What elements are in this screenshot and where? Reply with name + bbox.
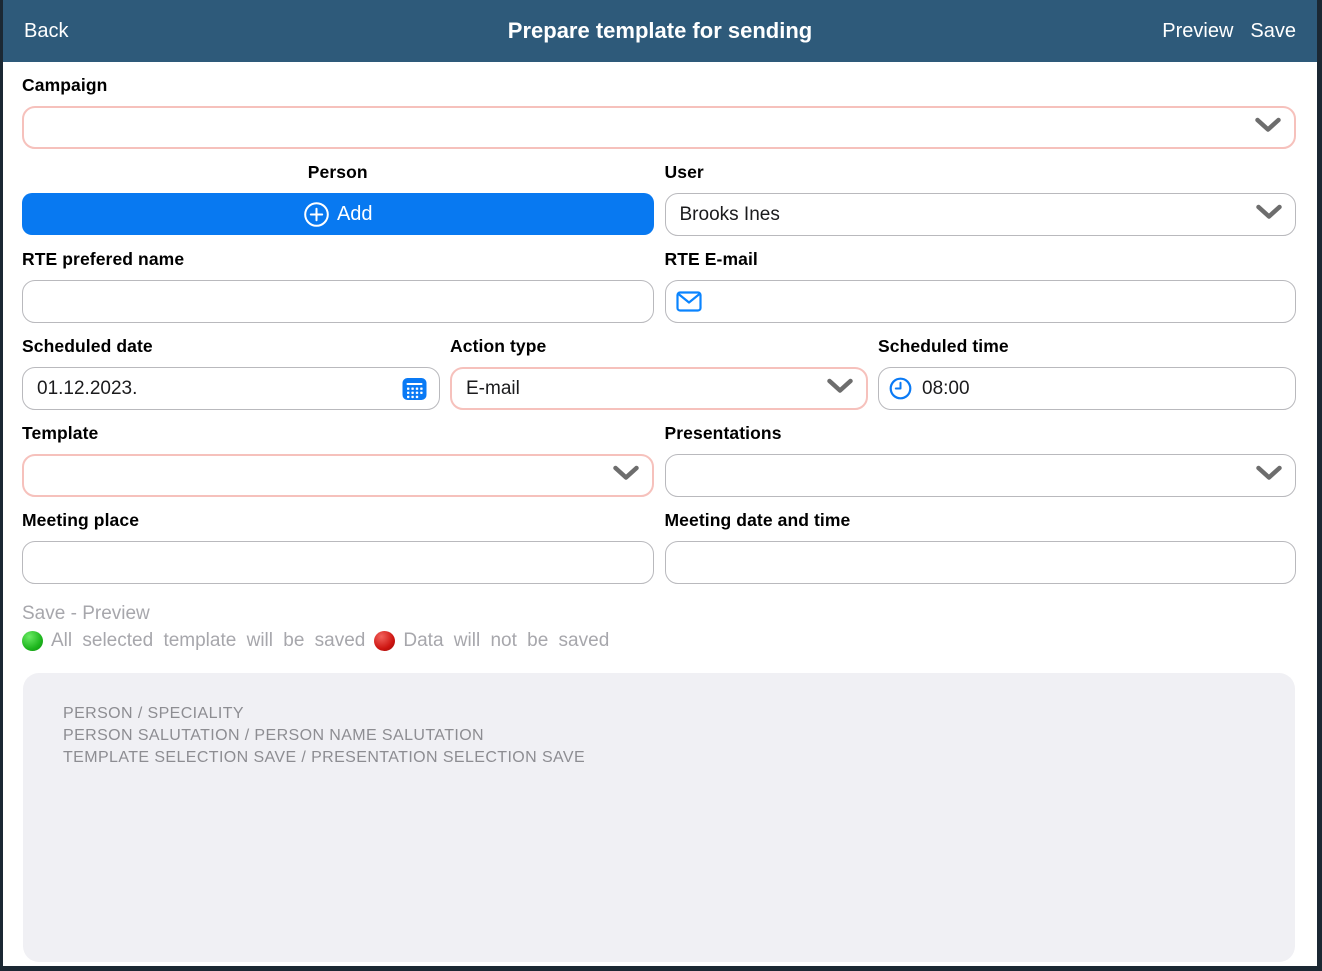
scheduled-date-input[interactable]: 01.12.2023. [22, 367, 440, 410]
chevron-down-icon [1254, 116, 1282, 140]
chevron-down-icon [1255, 203, 1283, 227]
person-label: Person [307, 162, 368, 182]
clock-icon [889, 377, 912, 400]
action-type-label: Action type [450, 336, 547, 356]
envelope-icon [675, 291, 702, 312]
save-legend: All selected template will be saved Data… [22, 630, 1296, 652]
scheduled-time-column: Scheduled time 08:00 [878, 323, 1296, 410]
presentations-column: Presentations [664, 410, 1296, 497]
save-preview-note: Save - Preview [22, 603, 150, 624]
user-column: User Brooks Ines [664, 149, 1296, 236]
person-column: Person Add [22, 149, 654, 236]
template-column: Template [22, 410, 654, 497]
user-select[interactable]: Brooks Ines [664, 193, 1296, 236]
page-title: Prepare template for sending [507, 18, 813, 43]
add-person-label: Add [336, 202, 373, 225]
plus-circle-icon [303, 201, 330, 228]
rte-name-column: RTE prefered name [22, 236, 654, 323]
campaign-select[interactable] [22, 106, 1296, 149]
meeting-place-label: Meeting place [22, 510, 140, 530]
chevron-down-icon [1255, 464, 1283, 488]
meeting-datetime-column: Meeting date and time [664, 497, 1296, 584]
rte-email-label: RTE E-mail [664, 249, 758, 269]
green-circle-icon [22, 631, 43, 651]
rte-email-input[interactable] [664, 280, 1296, 323]
action-type-value: E-mail [466, 377, 520, 399]
calendar-icon [402, 377, 427, 401]
preview-button[interactable]: Preview [1162, 19, 1234, 42]
preview-line: PERSON SALUTATION / PERSON NAME SALUTATI… [63, 727, 485, 744]
template-form: Campaign Person Add User Brook [3, 62, 1317, 966]
scheduled-date-label: Scheduled date [22, 336, 153, 356]
rte-email-column: RTE E-mail [664, 236, 1296, 323]
scheduled-time-label: Scheduled time [878, 336, 1009, 356]
scheduled-date-value: 01.12.2023. [37, 377, 138, 399]
add-person-button[interactable]: Add [22, 193, 654, 235]
action-type-select[interactable]: E-mail [450, 367, 868, 410]
legend-text-not-saved: Data will not be saved [403, 630, 610, 651]
meeting-datetime-input[interactable] [664, 541, 1296, 584]
campaign-label: Campaign [22, 75, 108, 95]
meeting-datetime-label: Meeting date and time [664, 510, 851, 530]
meeting-place-column: Meeting place [22, 497, 654, 584]
template-select[interactable] [22, 454, 654, 497]
user-label: User [664, 162, 704, 182]
scheduled-time-input[interactable]: 08:00 [878, 367, 1296, 410]
header: Back Prepare template for sending Previe… [3, 0, 1317, 62]
back-button[interactable]: Back [24, 19, 69, 42]
scheduled-time-value: 08:00 [922, 377, 970, 399]
meeting-place-input[interactable] [22, 541, 654, 584]
scheduled-date-column: Scheduled date 01.12.2023. [22, 323, 440, 410]
presentations-label: Presentations [664, 423, 782, 443]
preview-line: PERSON / SPECIALITY [63, 705, 244, 722]
chevron-down-icon [826, 377, 854, 401]
template-label: Template [22, 423, 99, 443]
action-type-column: Action type E-mail [450, 323, 868, 410]
save-button[interactable]: Save [1250, 19, 1296, 42]
preview-line: TEMPLATE SELECTION SAVE / PRESENTATION S… [63, 749, 586, 766]
user-value: Brooks Ines [679, 203, 780, 225]
red-circle-icon [374, 631, 396, 651]
header-actions: Preview Save [1162, 20, 1296, 43]
template-preview-box: PERSON / SPECIALITY PERSON SALUTATION / … [23, 673, 1295, 962]
rte-prefered-name-label: RTE prefered name [22, 249, 185, 269]
presentations-select[interactable] [664, 454, 1296, 497]
chevron-down-icon [612, 464, 640, 488]
rte-prefered-name-input[interactable] [22, 280, 654, 323]
legend-text-saved: All selected template will be saved [51, 630, 366, 651]
